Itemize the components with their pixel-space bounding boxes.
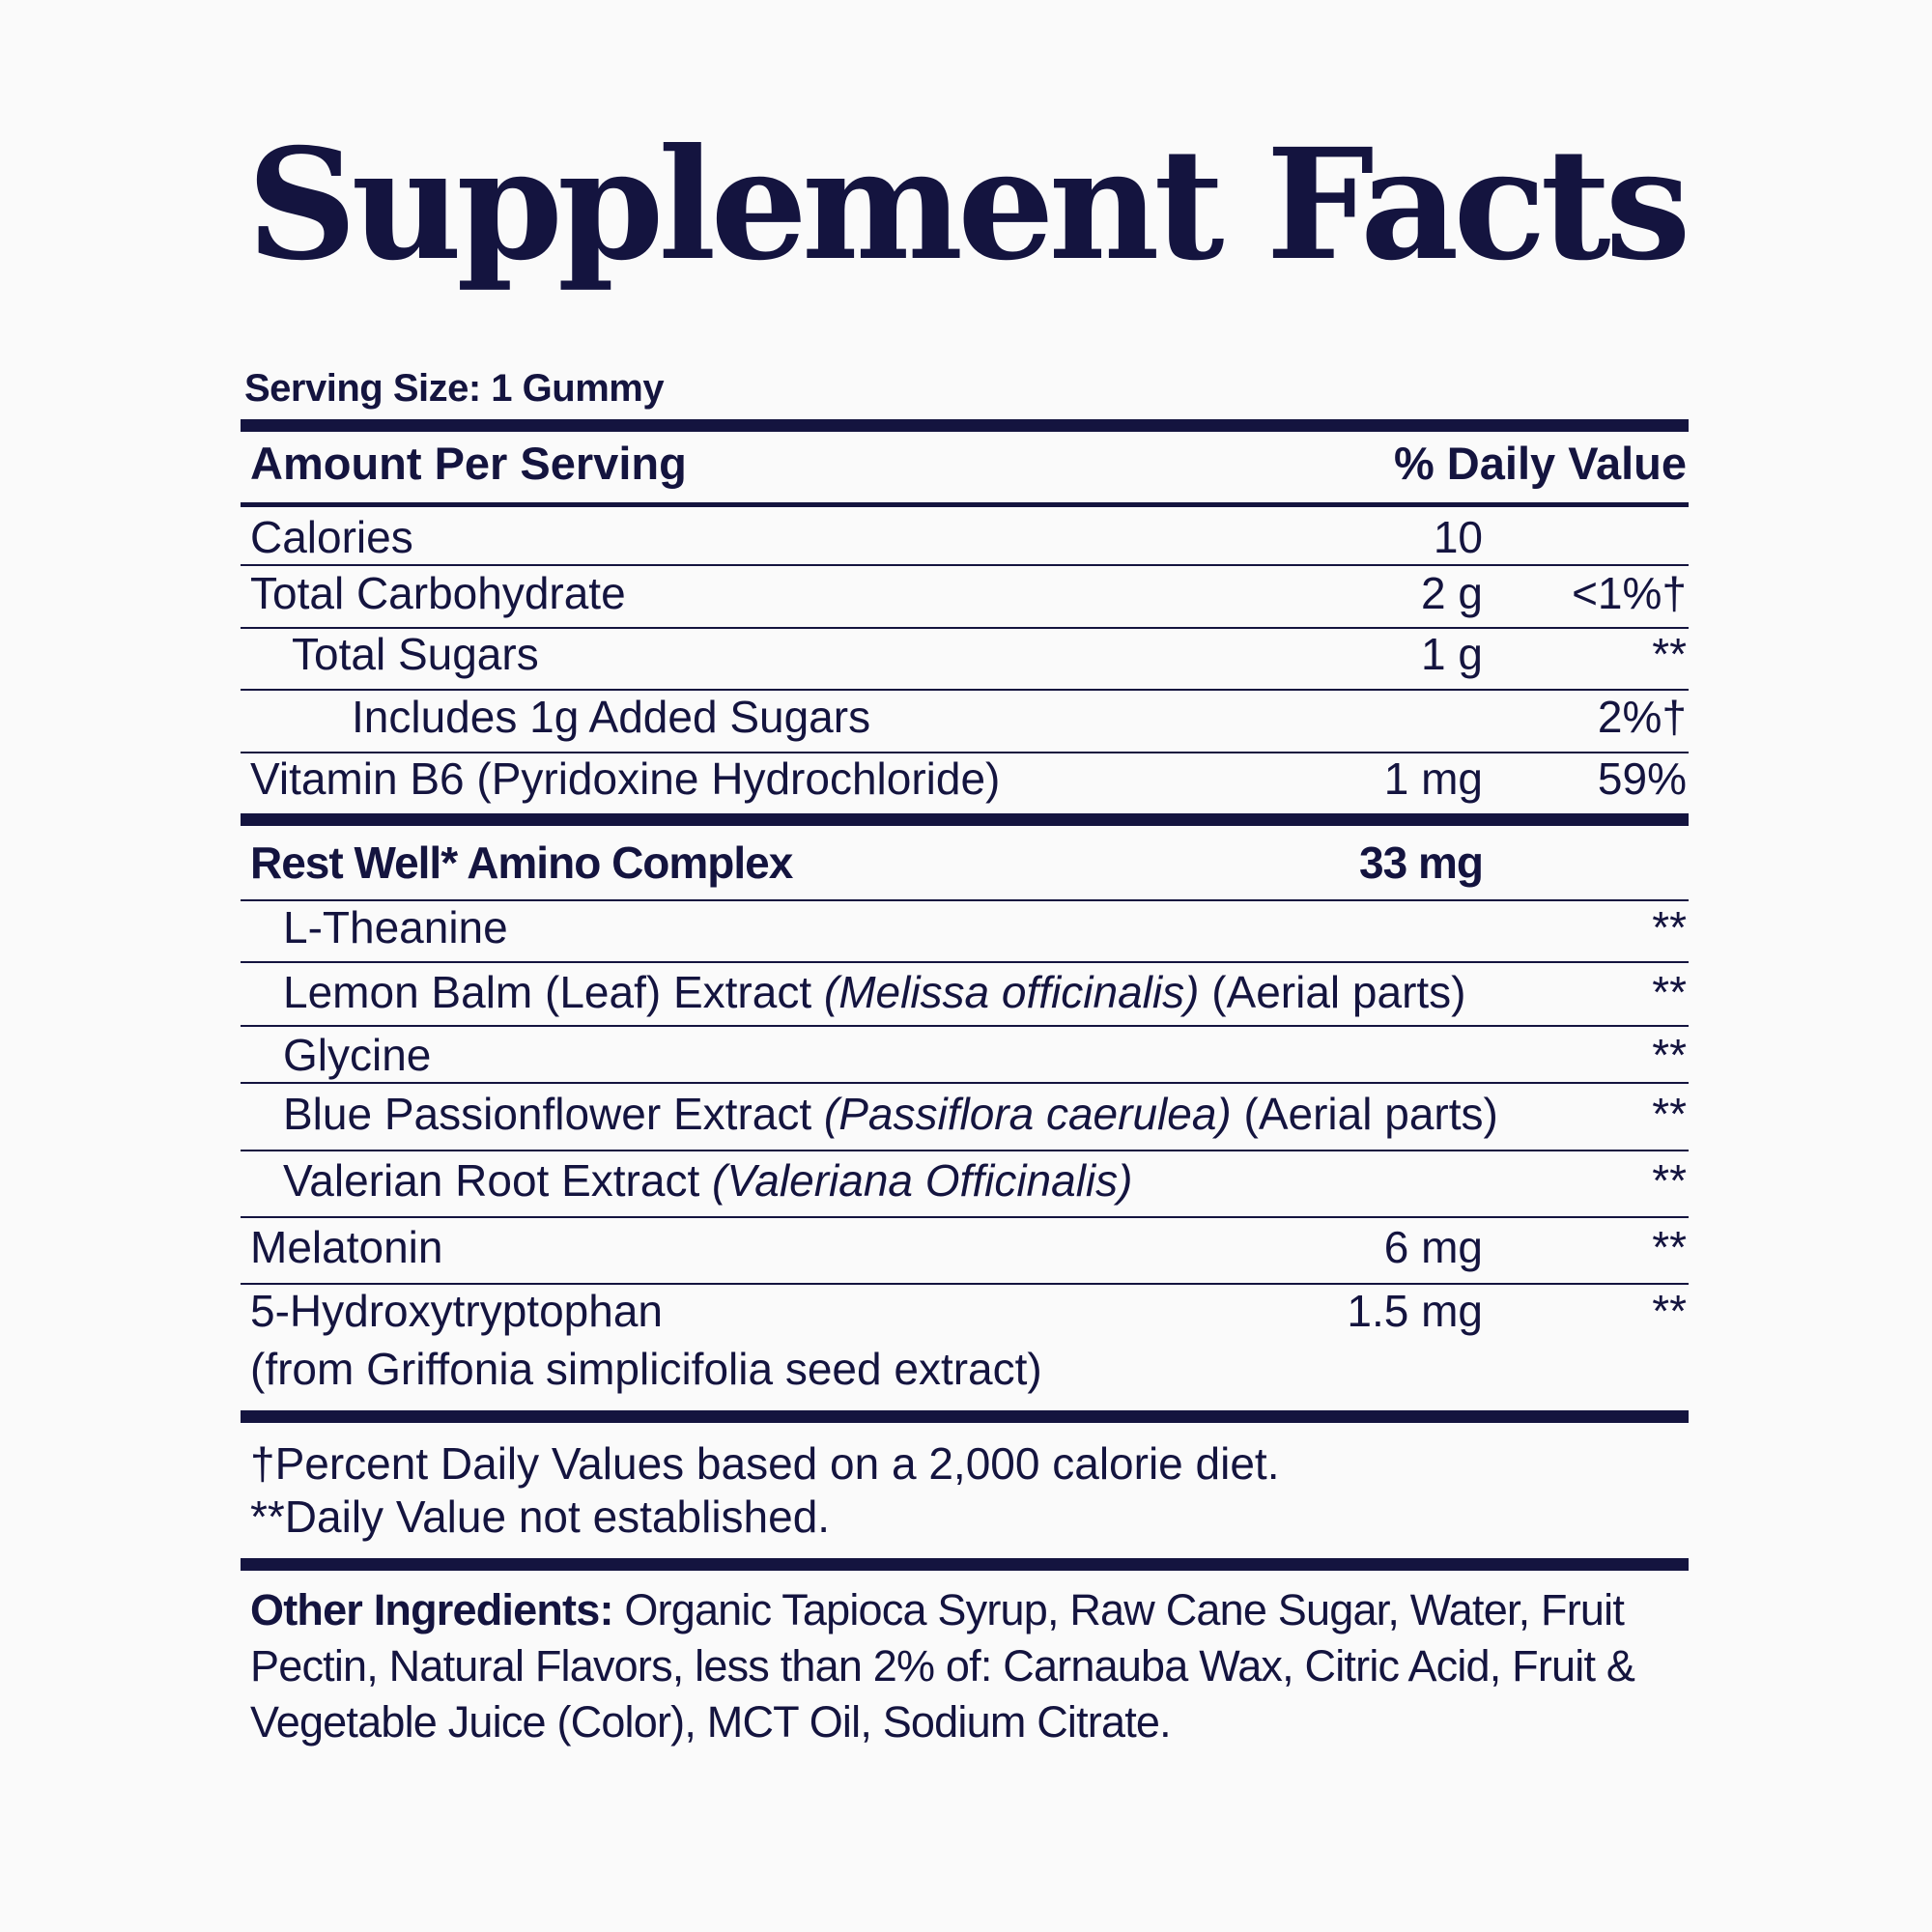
table-row: Lemon Balm (Leaf) Extract (Melissa offic… [241, 965, 1689, 1019]
footnote-not-established: **Daily Value not established. [250, 1492, 831, 1542]
nutrient-label: Total Carbohydrate [250, 568, 626, 618]
latin-name: (Valeriana Officinalis) [712, 1155, 1133, 1206]
ingredient-dv: ** [1652, 967, 1687, 1017]
divider-thick [241, 1410, 1689, 1423]
table-header: Amount Per Serving % Daily Value [241, 437, 1689, 491]
table-row: Glycine ** [241, 1028, 1689, 1082]
nutrient-amount: 10 [1433, 512, 1483, 562]
nutrient-dv: 2%† [1597, 692, 1687, 742]
nutrient-amount: 1 g [1421, 629, 1483, 679]
ingredient-dv: ** [1652, 902, 1687, 952]
other-ingredients: Other Ingredients: Organic Tapioca Syrup… [250, 1582, 1690, 1750]
divider [241, 1082, 1689, 1084]
ingredient-amount: 1.5 mg [1347, 1286, 1483, 1336]
header-amount: Amount Per Serving [250, 438, 687, 489]
ingredient-label: Melatonin [250, 1222, 443, 1272]
ingredient-source: (from Griffonia simplicifolia seed extra… [250, 1344, 1042, 1394]
other-ingredients-label: Other Ingredients: [250, 1585, 613, 1634]
table-row: Total Sugars 1 g ** [241, 627, 1689, 681]
divider [241, 1216, 1689, 1218]
ingredient-dv: ** [1652, 1286, 1687, 1336]
nutrient-label: Total Sugars [292, 629, 539, 679]
complex-label: Rest Well* Amino Complex [250, 838, 793, 888]
nutrient-label: Vitamin B6 (Pyridoxine Hydrochloride) [250, 753, 1001, 804]
ingredient-label: L-Theanine [283, 902, 508, 952]
ingredient-label: Lemon Balm (Leaf) Extract (Melissa offic… [283, 967, 1466, 1017]
ingredient-label: 5-Hydroxytryptophan [250, 1286, 663, 1336]
nutrient-dv: ** [1652, 629, 1687, 679]
complex-amount: 33 mg [1359, 838, 1484, 888]
divider [241, 1283, 1689, 1285]
ingredient-label: Glycine [283, 1030, 432, 1080]
nutrient-dv: 59% [1597, 753, 1687, 804]
table-row: Valerian Root Extract (Valeriana Officin… [241, 1153, 1689, 1208]
ingredient-amount: 6 mg [1383, 1222, 1483, 1272]
complex-row: Rest Well* Amino Complex 33 mg [241, 836, 1689, 890]
divider [241, 961, 1689, 963]
nutrient-label: Includes 1g Added Sugars [352, 692, 871, 742]
other-ingredients-text: Organic Tapioca Syrup, Raw Cane Sugar, W… [250, 1585, 1635, 1747]
ingredient-label: Blue Passionflower Extract (Passiflora c… [283, 1089, 1498, 1139]
divider [241, 502, 1689, 507]
divider [241, 1150, 1689, 1151]
table-row: L-Theanine ** [241, 900, 1689, 954]
divider [241, 689, 1689, 691]
divider [241, 899, 1689, 901]
table-row: 5-Hydroxytryptophan 1.5 mg ** [241, 1284, 1689, 1338]
footnote-daily-value: †Percent Daily Values based on a 2,000 c… [250, 1438, 1280, 1489]
table-row: Blue Passionflower Extract (Passiflora c… [241, 1087, 1689, 1141]
table-row: Calories 10 [241, 510, 1689, 564]
divider [241, 627, 1689, 629]
nutrient-amount: 1 mg [1383, 753, 1483, 804]
header-daily-value: % Daily Value [1393, 438, 1687, 489]
ingredient-dv: ** [1652, 1222, 1687, 1272]
divider [241, 564, 1689, 566]
latin-name: (Passiflora caerulea) [823, 1089, 1232, 1139]
table-row: Melatonin 6 mg ** [241, 1220, 1689, 1274]
divider-thick [241, 1558, 1689, 1571]
ingredient-label: Valerian Root Extract (Valeriana Officin… [283, 1155, 1133, 1206]
nutrient-amount: 2 g [1421, 568, 1483, 618]
ingredient-dv: ** [1652, 1155, 1687, 1206]
nutrient-dv: <1%† [1572, 568, 1687, 618]
table-row-continued: (from Griffonia simplicifolia seed extra… [241, 1342, 1689, 1396]
table-row: Includes 1g Added Sugars 2%† [241, 690, 1689, 744]
ingredient-dv: ** [1652, 1030, 1687, 1080]
table-row: Vitamin B6 (Pyridoxine Hydrochloride) 1 … [241, 752, 1689, 806]
divider-thick [241, 813, 1689, 826]
ingredient-dv: ** [1652, 1089, 1687, 1139]
nutrient-label: Calories [250, 512, 413, 562]
divider-thick [241, 419, 1689, 432]
latin-name: (Melissa officinalis) [823, 967, 1200, 1017]
serving-size: Serving Size: 1 Gummy [244, 367, 665, 410]
page-title: Supplement Facts [246, 116, 1690, 295]
divider [241, 1025, 1689, 1027]
table-row: Total Carbohydrate 2 g <1%† [241, 566, 1689, 620]
divider [241, 752, 1689, 753]
